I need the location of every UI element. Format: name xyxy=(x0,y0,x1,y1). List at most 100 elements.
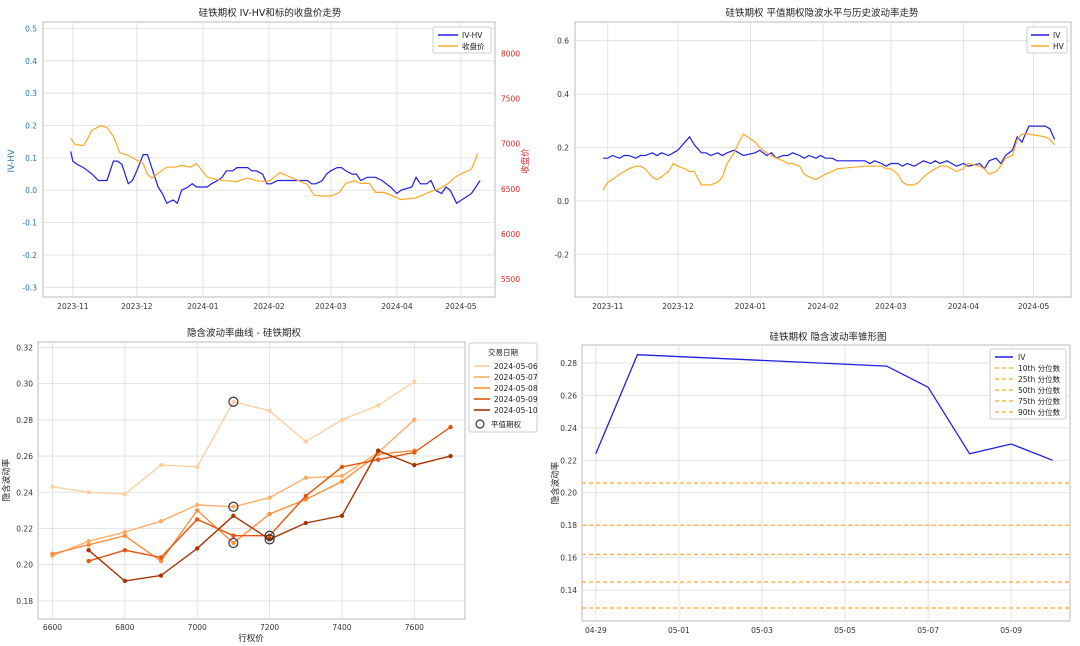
x-tick-label: 2024-04 xyxy=(381,302,413,311)
y-tick-label: 0.24 xyxy=(560,424,577,433)
data-point xyxy=(375,403,381,408)
x-tick-label: 2023-12 xyxy=(121,302,153,311)
data-point xyxy=(195,464,200,470)
data-point xyxy=(303,439,308,444)
data-point xyxy=(412,417,417,423)
data-point xyxy=(375,457,381,462)
legend-label: 2024-05-06 xyxy=(494,362,538,371)
x-tick-label: 05-07 xyxy=(917,626,939,635)
y-tick-label: 0.26 xyxy=(560,391,577,400)
data-point xyxy=(195,517,200,522)
legend-label: 2024-05-09 xyxy=(494,395,538,404)
y-right-tick-label: 6500 xyxy=(501,185,520,194)
y-tick-label: 0.0 xyxy=(25,186,37,195)
data-point xyxy=(303,497,308,502)
ivhv-chart: 硅铁期权 IV-HV和标的收盘价走势 IV-HV 收盘价 2023-11 2023… xyxy=(7,7,531,311)
y-right-tick-label: 6000 xyxy=(501,230,520,239)
y-tick-label: 0.4 xyxy=(557,90,569,99)
series-line-close-price xyxy=(70,125,479,201)
series-line-hv xyxy=(602,133,1056,191)
y-tick-label: 0.18 xyxy=(560,521,577,530)
data-point xyxy=(375,448,381,453)
grid-layer xyxy=(38,342,465,619)
y-tick-label: 0.1 xyxy=(25,154,37,163)
y-tick-label: 0.3 xyxy=(25,89,37,98)
data-point xyxy=(231,513,236,519)
series-layer xyxy=(50,379,453,584)
y-tick-label: 0.28 xyxy=(16,416,33,425)
legend-label: 2024-05-07 xyxy=(494,373,538,382)
y-axis-label: IV-HV xyxy=(7,149,17,172)
ticks-layer: 2023-11 2023-12 2024-01 2024-02 2024-03 2024-… xyxy=(554,37,1049,311)
x-tick-label: 2024-01 xyxy=(187,302,219,311)
x-tick-label: 2023-12 xyxy=(662,302,694,311)
y-tick-label: -0.1 xyxy=(22,219,37,228)
legend-swatch-atm xyxy=(475,419,485,429)
data-point xyxy=(231,533,236,538)
legend-label: 2024-05-08 xyxy=(494,384,538,393)
x-tick-label: 2024-05 xyxy=(445,302,477,311)
y-tick-label: 0.4 xyxy=(25,57,37,66)
data-point xyxy=(231,540,236,546)
data-point xyxy=(86,490,91,495)
data-point xyxy=(122,491,128,497)
y-tick-label: 0.16 xyxy=(560,554,577,563)
legend-label: 90th 分位数 xyxy=(1018,407,1061,417)
atm-marker xyxy=(264,530,275,541)
data-point xyxy=(412,450,417,455)
grid-layer xyxy=(43,22,495,297)
data-point xyxy=(267,511,272,517)
data-point xyxy=(195,508,200,513)
y-right-tick-label: 5500 xyxy=(501,275,520,284)
series-line-iv xyxy=(595,354,1053,461)
legend-label: 10th 分位数 xyxy=(1018,363,1061,373)
legend-label: 50th 分位数 xyxy=(1018,385,1061,395)
data-point xyxy=(122,529,128,535)
x-tick-label: 2024-02 xyxy=(253,302,285,311)
data-point xyxy=(122,533,128,538)
x-tick-label: 04-29 xyxy=(585,626,607,635)
data-point xyxy=(158,555,164,560)
x-tick-label: 6600 xyxy=(43,623,62,632)
data-point xyxy=(412,462,417,468)
x-tick-label: 2024-04 xyxy=(948,302,980,311)
atm-marker xyxy=(264,534,275,545)
y-tick-label: 0.26 xyxy=(16,452,33,461)
legend-label: 2024-05-10 xyxy=(494,406,538,415)
data-point xyxy=(339,464,345,470)
x-tick-label: 2023-11 xyxy=(592,302,624,311)
data-point xyxy=(339,473,345,479)
data-point xyxy=(339,479,345,484)
data-point xyxy=(50,551,55,557)
y-tick-label: 0.2 xyxy=(557,143,569,152)
data-point xyxy=(267,408,272,413)
y-tick-label: 0.6 xyxy=(557,37,569,46)
atm-marker xyxy=(228,396,239,407)
x-tick-label: 2024-03 xyxy=(315,302,347,311)
x-tick-label: 7400 xyxy=(332,623,351,632)
data-point xyxy=(412,379,417,385)
y-right-tick-label: 7000 xyxy=(501,140,520,149)
data-point xyxy=(122,578,128,584)
legend-label: IV xyxy=(1018,353,1026,362)
y-tick-label: 0.22 xyxy=(560,456,577,465)
chart-title: 硅铁期权 平值期权隐波水平与历史波动率走势 xyxy=(725,7,919,19)
x-tick-label: 05-03 xyxy=(751,626,773,635)
data-point xyxy=(86,538,91,544)
series-layer xyxy=(70,125,481,205)
data-point xyxy=(86,548,91,553)
atm-marker xyxy=(228,501,239,512)
y-tick-label: -0.2 xyxy=(22,251,37,260)
data-point xyxy=(303,493,308,499)
x-tick-label: 2023-11 xyxy=(57,302,89,311)
x-tick-label: 2024-03 xyxy=(875,302,907,311)
data-point xyxy=(158,558,164,564)
plot-frame xyxy=(37,341,466,620)
iv-hv-level-chart: 硅铁期权 平值期权隐波水平与历史波动率走势 2023-11 2023-12 2024… xyxy=(554,7,1072,311)
atm-layer xyxy=(228,396,275,549)
y-tick-label: 0.30 xyxy=(16,380,33,389)
x-tick-label: 7000 xyxy=(188,623,207,632)
legend-label: HV xyxy=(1053,42,1065,51)
data-point xyxy=(448,453,453,459)
